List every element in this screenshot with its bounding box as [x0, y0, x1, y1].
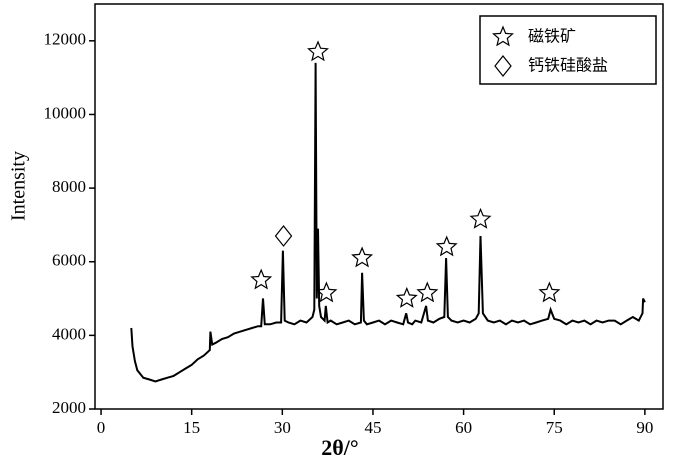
peak-marker: [351, 246, 374, 268]
y-tick-label: 10000: [44, 103, 87, 122]
peak-marker: [307, 40, 329, 62]
peak-marker: [315, 281, 338, 303]
x-axis-label: 2θ/°: [321, 435, 358, 460]
y-tick-label: 8000: [52, 177, 86, 196]
peak-marker: [538, 281, 561, 303]
peak-marker: [469, 207, 492, 229]
peak-marker: [250, 268, 273, 290]
x-tick-label: 30: [274, 418, 291, 437]
y-tick-label: 2000: [52, 398, 86, 417]
y-tick-label: 4000: [52, 324, 86, 343]
x-tick-label: 15: [183, 418, 200, 437]
peak-marker: [274, 224, 293, 247]
legend-label: 磁铁矿: [528, 27, 576, 46]
legend-label: 钙铁硅酸盐: [528, 56, 608, 75]
peak-marker: [395, 286, 418, 308]
x-tick-label: 0: [97, 418, 106, 437]
legend-symbol: [492, 25, 514, 47]
legend-symbol: [494, 55, 512, 77]
data-line: [130, 62, 646, 383]
x-tick-label: 90: [636, 418, 653, 437]
peak-marker: [416, 281, 439, 303]
y-axis-label: Intensity: [8, 151, 30, 221]
y-tick-label: 6000: [52, 251, 86, 270]
peak-marker: [435, 235, 458, 257]
x-tick-label: 75: [546, 418, 563, 437]
x-tick-label: 60: [455, 418, 472, 437]
x-tick-label: 45: [364, 418, 381, 437]
legend-box: [479, 15, 657, 85]
y-tick-label: 12000: [44, 30, 87, 49]
plot-frame: [94, 3, 664, 410]
